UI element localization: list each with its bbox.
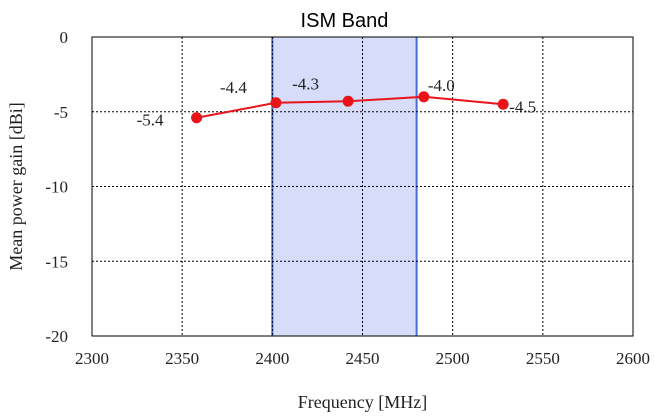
x-tick-label: 2400: [255, 349, 289, 368]
y-tick-label: 0: [60, 28, 69, 47]
y-tick-label: -10: [45, 178, 68, 197]
data-label: -4.0: [428, 76, 455, 95]
x-tick-label: 2450: [346, 349, 380, 368]
data-label: -4.4: [220, 78, 247, 97]
tick-labels: 2300 2350 2400 2450 2500 2550 2600 0 -5 -10 -15 -20: [45, 28, 650, 368]
data-point: [270, 97, 282, 109]
y-tick-label: -5: [54, 103, 68, 122]
data-label: -4.3: [292, 74, 319, 93]
data-point: [418, 91, 430, 103]
data-label: -4.5: [509, 97, 536, 116]
grid-layer: [92, 37, 633, 336]
y-tick-label: -15: [45, 252, 68, 271]
data-point: [191, 112, 203, 124]
band-title: ISM Band: [301, 10, 389, 32]
y-axis-title: Mean power gain [dBi]: [6, 102, 26, 270]
plot-frame: [91, 36, 634, 337]
x-tick-label: 2350: [165, 349, 199, 368]
x-tick-label: 2600: [616, 349, 650, 368]
data-point: [342, 95, 354, 107]
x-tick-label: 2300: [75, 349, 109, 368]
data-point: [497, 98, 509, 110]
y-tick-label: -20: [45, 327, 68, 346]
x-axis-title: Frequency [MHz]: [298, 392, 427, 412]
x-tick-label: 2550: [526, 349, 560, 368]
series-layer: -5.4 -4.4 -4.3 -4.0 -4.5: [137, 74, 536, 129]
x-tick-label: 2500: [436, 349, 470, 368]
data-label: -5.4: [137, 111, 164, 130]
